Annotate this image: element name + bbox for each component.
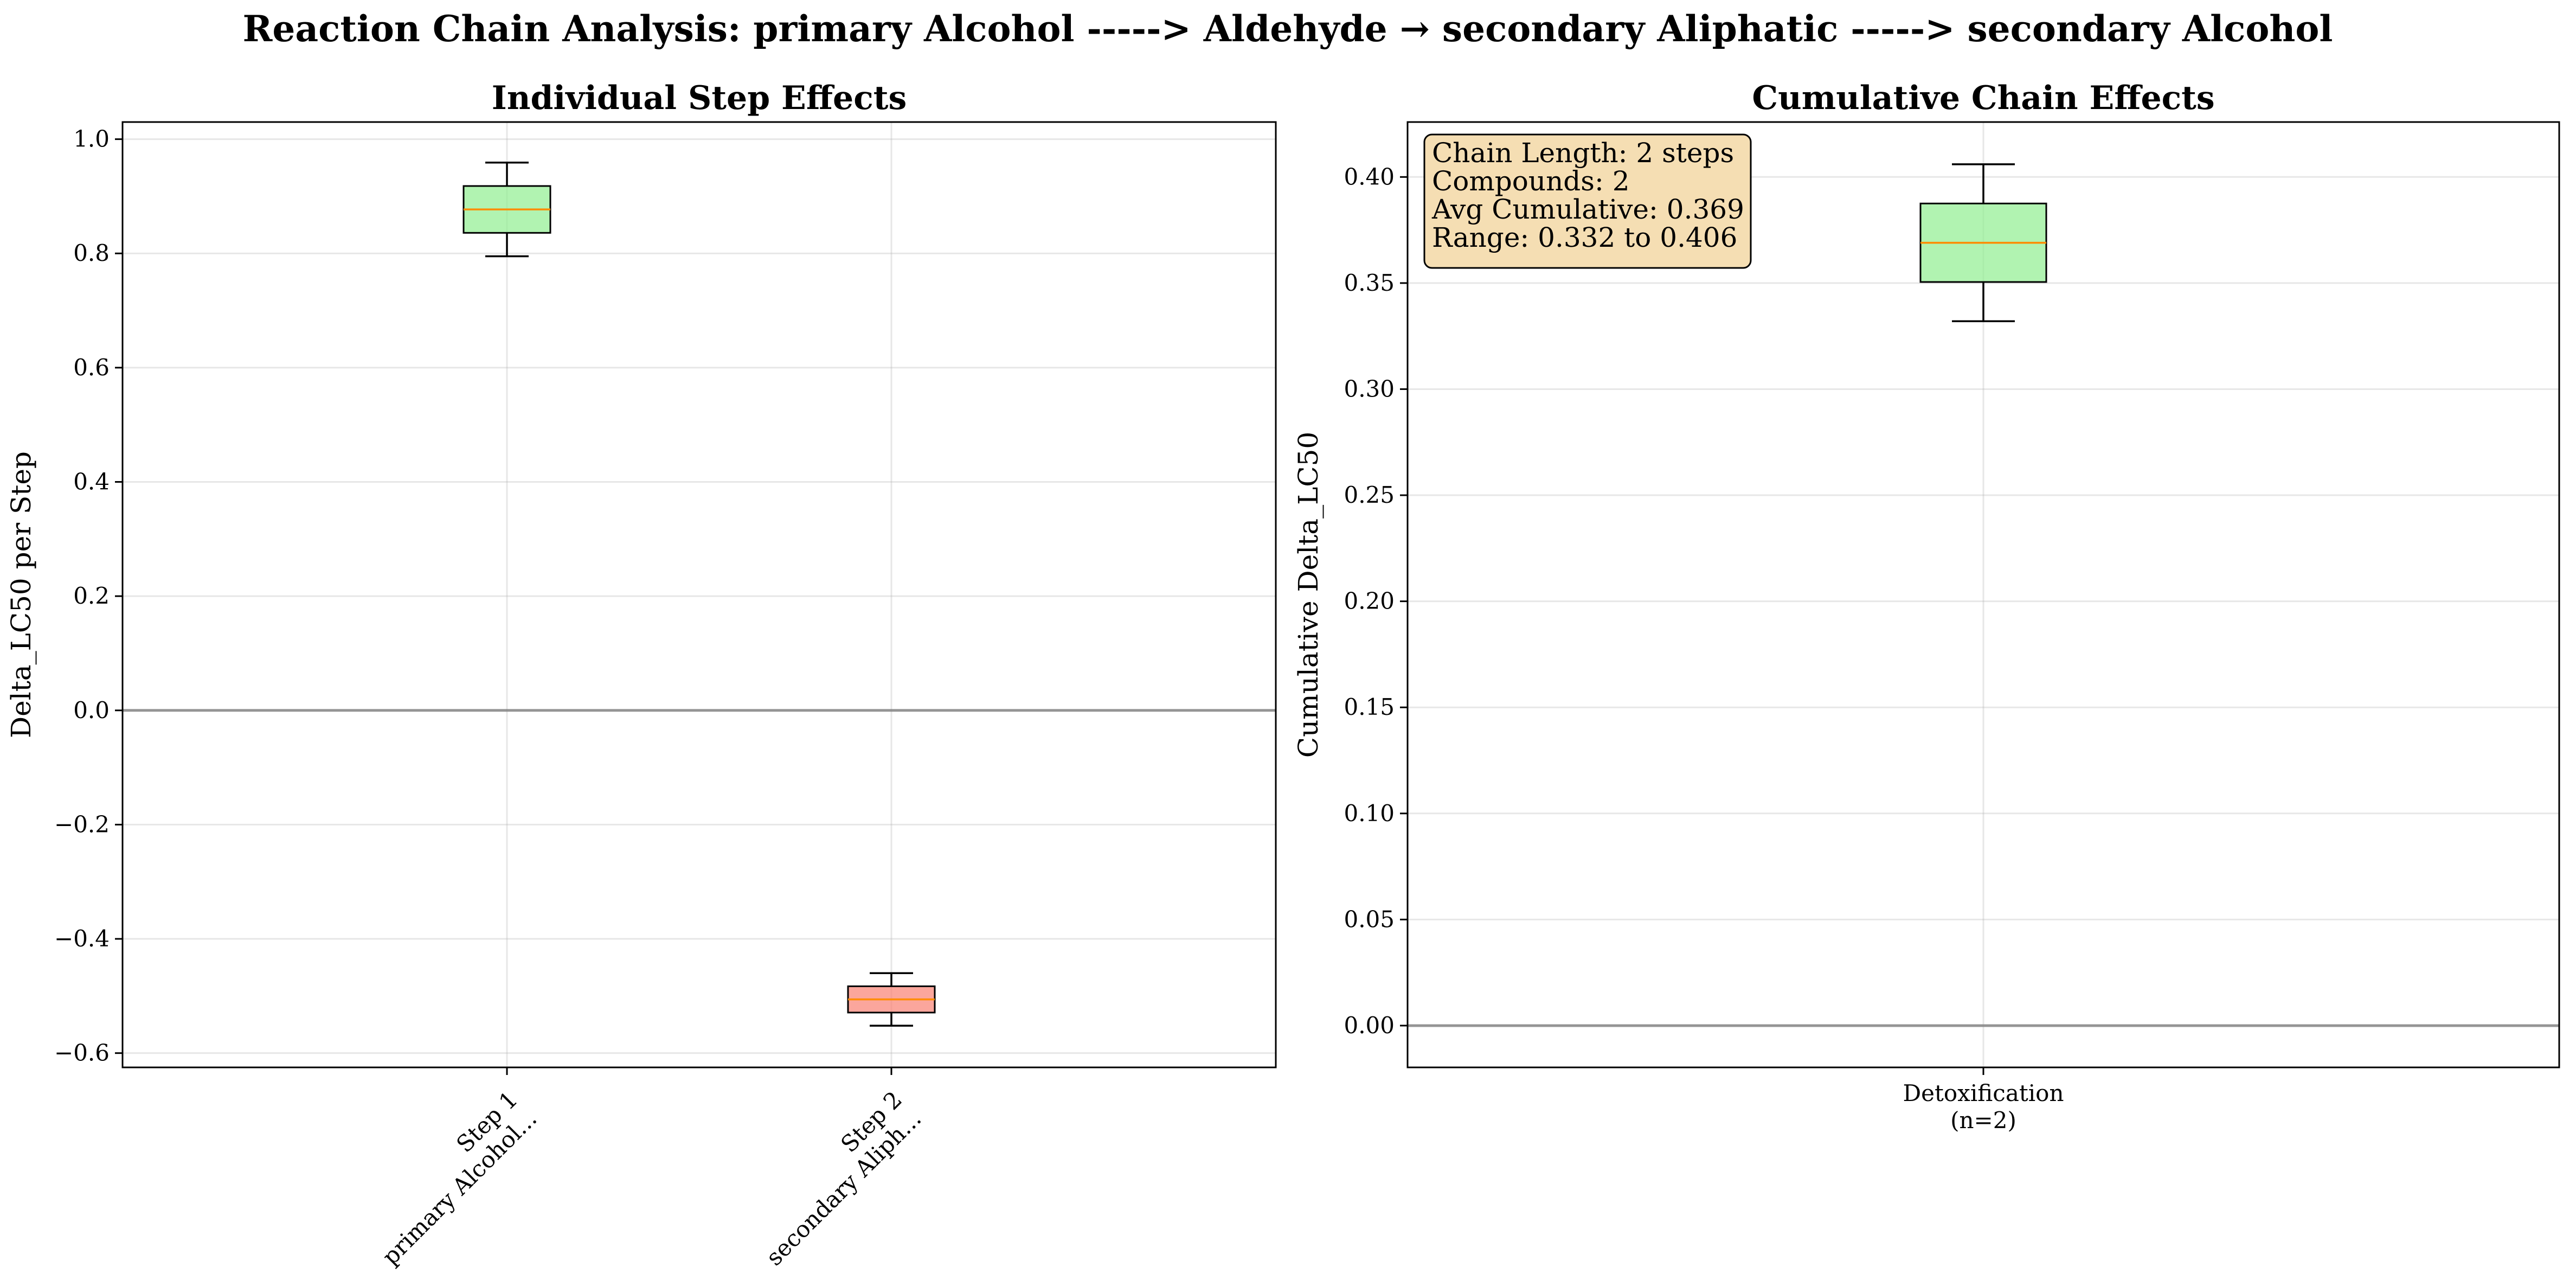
y-tick-label: 0.8 [73,240,110,266]
stats-text-line: Range: 0.332 to 0.406 [1432,222,1737,253]
y-axis-label: Cumulative Delta_LC50 [1293,432,1324,758]
x-tick-label: Step 2secondary Aliph... [742,1086,927,1271]
stats-text-line: Compounds: 2 [1432,165,1630,197]
y-tick-label: 0.00 [1344,1012,1395,1039]
y-tick-label: 0.2 [73,583,110,609]
y-tick-label: −0.4 [54,925,110,952]
y-tick-label: 0.35 [1344,270,1395,296]
y-tick-label: 1.0 [73,126,110,152]
y-axis-label: Delta_LC50 per Step [5,451,37,738]
individual-step-effects-panel: −0.6 −0.4 −0.2 0.0 0.2 0.4 0.6 0.8 1.0 Step 1prim… [5,79,1277,1271]
y-tick-label: 0.10 [1344,800,1395,827]
x-tick-label-line: (n=2) [1950,1107,2016,1134]
figure-suptitle: Reaction Chain Analysis: primary Alcohol… [243,8,2333,50]
y-tick-label: 0.05 [1344,906,1395,932]
axes-title: Cumulative Chain Effects [1752,79,2214,117]
axes-frame [121,121,1277,1068]
y-tick-label: 0.6 [73,354,110,381]
y-tick-label: 0.40 [1344,163,1395,190]
box-plot-1 [462,162,551,258]
x-tick-label-line: Detoxification [1903,1080,2064,1106]
y-tick-label: 0.30 [1344,375,1395,402]
stats-box-background [1423,133,1752,269]
x-tick-label: Step 1primary Alcohol... [358,1086,542,1270]
y-tick-label: 0.25 [1344,482,1395,508]
y-tick-label: 0.0 [73,697,110,724]
axes-title: Individual Step Effects [492,79,907,117]
stats-text-line: Avg Cumulative: 0.369 [1431,194,1744,225]
y-tick-label: 0.4 [73,468,110,495]
y-tick-label: 0.15 [1344,694,1395,720]
x-tick-label-line: secondary Aliph... [761,1105,926,1271]
box-plot-1 [1919,163,2047,323]
y-tick-label: −0.2 [54,811,110,837]
box-plot-2 [847,972,936,1027]
x-tick-label: Detoxification (n=2) [1903,1080,2064,1134]
y-tick-label: 0.20 [1344,588,1395,615]
stats-text-line: Chain Length: 2 steps [1432,137,1734,169]
y-tick-label: −0.6 [54,1040,110,1066]
cumulative-chain-effects-panel: 0.00 0.05 0.10 0.15 0.20 0.25 0.30 0.35 0.40 Deto… [1293,79,2560,1134]
